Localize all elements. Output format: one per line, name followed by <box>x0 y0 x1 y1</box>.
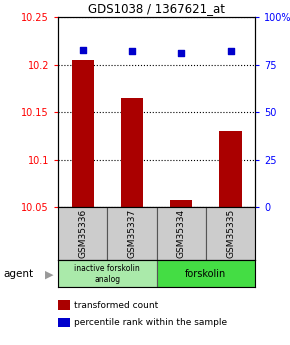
Text: agent: agent <box>3 269 33 279</box>
Bar <box>206 207 255 260</box>
Text: GSM35334: GSM35334 <box>177 209 186 258</box>
Point <box>228 49 233 54</box>
Bar <box>170 200 192 207</box>
Point <box>80 47 85 52</box>
Text: GSM35337: GSM35337 <box>127 209 137 258</box>
Bar <box>121 98 143 207</box>
Text: inactive forskolin
analog: inactive forskolin analog <box>75 264 140 284</box>
Bar <box>107 207 157 260</box>
Bar <box>58 207 107 260</box>
Text: percentile rank within the sample: percentile rank within the sample <box>74 318 227 327</box>
Text: transformed count: transformed count <box>74 301 158 310</box>
Point <box>130 49 134 54</box>
Title: GDS1038 / 1367621_at: GDS1038 / 1367621_at <box>88 2 225 15</box>
Bar <box>58 260 157 287</box>
Text: forskolin: forskolin <box>185 269 226 279</box>
Point <box>179 50 184 56</box>
Text: GSM35336: GSM35336 <box>78 209 87 258</box>
Bar <box>220 131 242 207</box>
Bar <box>157 207 206 260</box>
Bar <box>157 260 255 287</box>
Text: ▶: ▶ <box>45 269 53 279</box>
Bar <box>72 60 94 207</box>
Text: GSM35335: GSM35335 <box>226 209 235 258</box>
